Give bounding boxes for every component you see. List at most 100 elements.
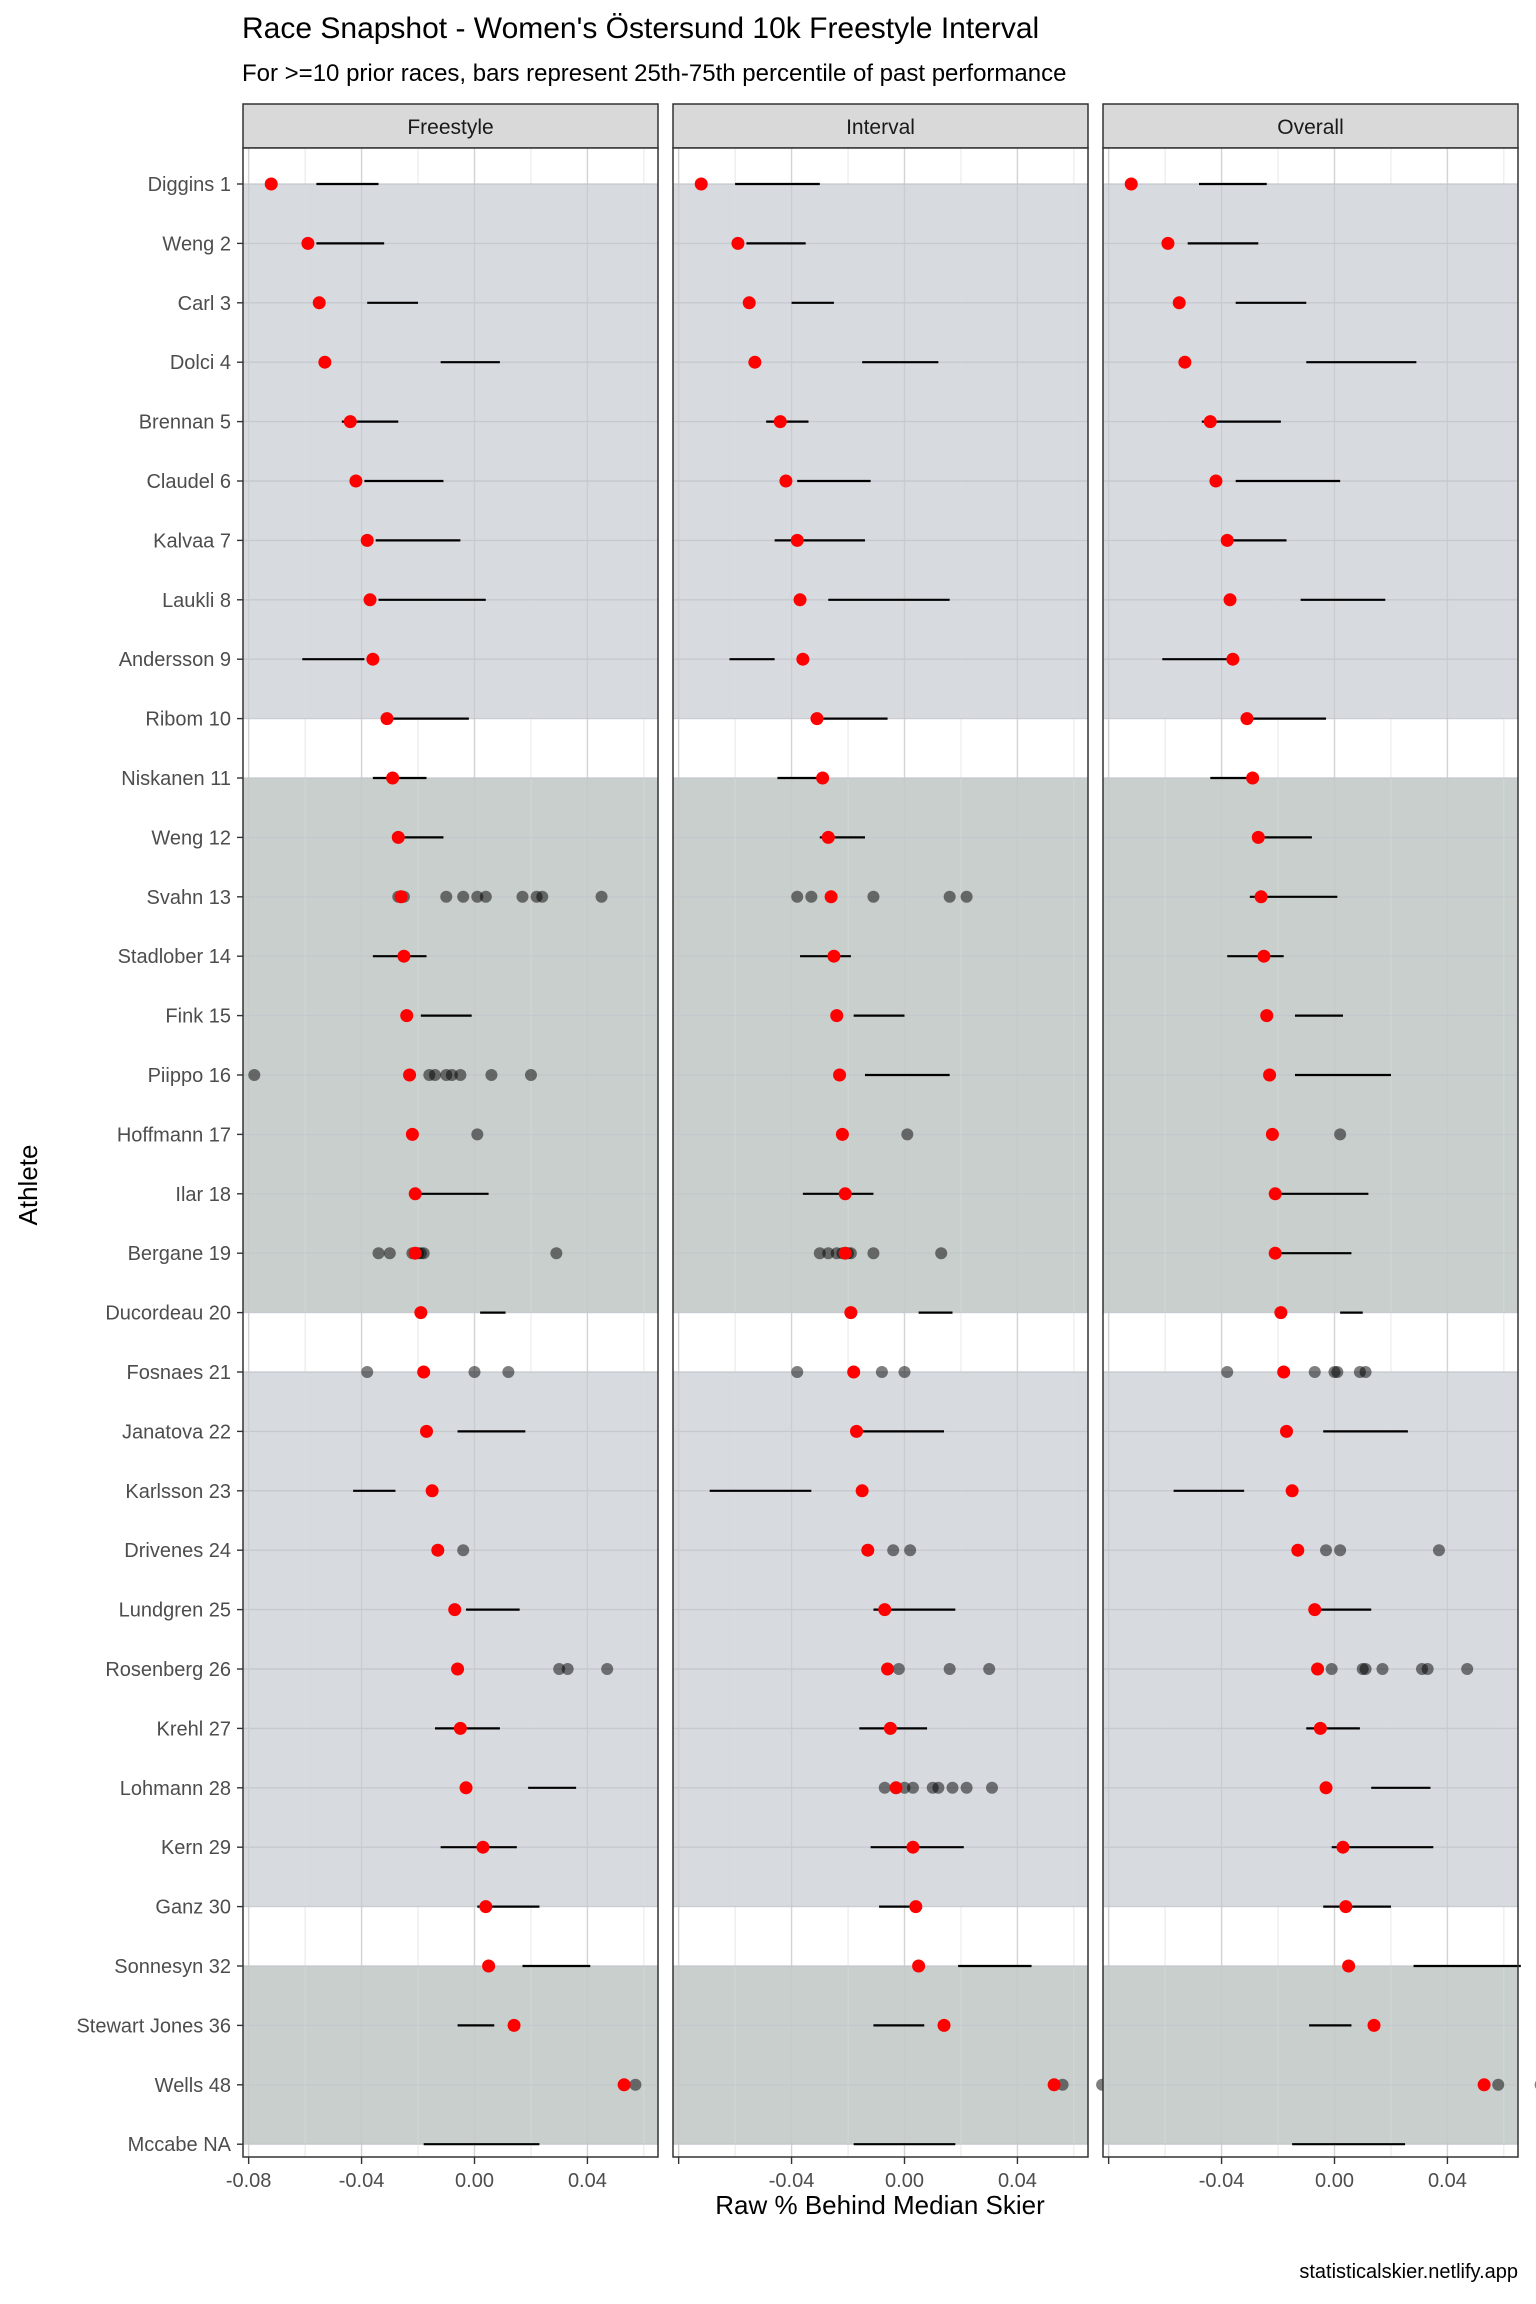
past-race-point	[932, 1781, 945, 1794]
current-race-point	[889, 1781, 903, 1795]
past-race-point	[601, 1663, 614, 1675]
x-tick-label: 0.00	[885, 2170, 924, 2192]
past-race-point	[901, 1128, 914, 1141]
band-grey	[673, 1372, 1088, 1907]
current-race-point	[1260, 1009, 1274, 1023]
current-race-point	[850, 1424, 864, 1438]
past-race-point	[595, 890, 608, 903]
past-race-point	[805, 890, 818, 903]
x-tick-label: 0.04	[998, 2170, 1037, 2192]
past-race-point	[935, 1247, 948, 1260]
past-race-point	[1334, 1544, 1347, 1557]
current-race-point	[1251, 830, 1265, 844]
current-race-point	[318, 355, 332, 369]
current-race-point	[909, 1900, 923, 1914]
past-race-point	[1325, 1663, 1338, 1675]
current-race-point	[264, 177, 278, 191]
x-tick-label: -0.08	[226, 2170, 272, 2192]
current-race-point	[827, 949, 841, 963]
past-race-point	[1432, 1544, 1445, 1557]
current-race-point	[363, 593, 377, 607]
current-race-point	[793, 593, 807, 607]
current-race-point	[360, 533, 374, 547]
band-green	[673, 1966, 1088, 2145]
chart-subtitle: For >=10 prior races, bars represent 25t…	[242, 60, 1066, 87]
current-race-point	[507, 2018, 521, 2032]
current-race-point	[394, 890, 408, 904]
band-grey	[243, 184, 658, 719]
y-tick-label: Kalvaa 7	[153, 530, 231, 552]
strip-label: Interval	[846, 116, 915, 139]
past-race-point	[878, 1781, 891, 1794]
current-race-point	[1246, 771, 1260, 785]
current-race-point	[838, 1246, 852, 1260]
y-tick-label: Stewart Jones 36	[76, 2015, 231, 2037]
band-green	[673, 778, 1088, 1313]
x-tick-label: -0.04	[769, 2170, 815, 2192]
past-race-point	[943, 890, 956, 903]
current-race-point	[1172, 296, 1186, 310]
panels: Freestyle -0.08 -0.04 0.00 0.04 Interval -0.04…	[226, 103, 1536, 2192]
y-tick-label: Carl 3	[178, 293, 231, 315]
band-green	[243, 778, 658, 1313]
current-race-point	[912, 1959, 926, 1973]
current-race-point	[1313, 1721, 1327, 1735]
past-race-point	[892, 1663, 905, 1675]
chart-title: Race Snapshot - Women's Östersund 10k Fr…	[242, 12, 1039, 45]
y-tick-label: Lohmann 28	[120, 1778, 231, 1800]
past-race-point	[550, 1247, 563, 1260]
past-race-point	[454, 1069, 467, 1081]
current-race-point	[420, 1424, 434, 1438]
y-tick-label: Brennan 5	[139, 412, 231, 434]
past-race-point	[986, 1781, 999, 1794]
past-race-point	[1461, 1663, 1474, 1675]
current-race-point	[408, 1187, 422, 1201]
caption: statisticalskier.netlify.app	[1299, 2261, 1518, 2283]
current-race-point	[1203, 415, 1217, 429]
panel-border	[242, 147, 659, 2158]
past-race-point	[867, 890, 880, 903]
past-race-point	[904, 1544, 917, 1557]
current-race-point	[881, 1662, 895, 1676]
current-race-point	[400, 1009, 414, 1023]
current-race-point	[844, 1306, 858, 1320]
y-tick-label: Krehl 27	[157, 1718, 232, 1740]
y-tick-label: Karlsson 23	[125, 1481, 231, 1503]
y-tick-label: Kern 29	[161, 1837, 231, 1859]
current-race-point	[617, 2078, 631, 2092]
past-race-point	[898, 1366, 911, 1378]
current-race-point	[453, 1721, 467, 1735]
current-race-point	[448, 1603, 462, 1617]
current-race-point	[773, 415, 787, 429]
current-race-point	[883, 1721, 897, 1735]
past-race-point	[1221, 1366, 1234, 1378]
current-race-point	[1280, 1424, 1294, 1438]
past-race-point	[791, 890, 804, 903]
strip-overall	[1102, 103, 1519, 149]
current-race-point	[1254, 890, 1268, 904]
past-race-point	[536, 890, 549, 903]
current-race-point	[1274, 1306, 1288, 1320]
y-tick-label: Niskanen 11	[121, 768, 231, 790]
y-tick-label: Svahn 13	[146, 887, 231, 909]
current-race-point	[878, 1603, 892, 1617]
strip-label: Freestyle	[407, 116, 493, 139]
past-race-point	[248, 1069, 261, 1081]
past-race-point	[457, 1544, 470, 1557]
y-tick-label: Sonnesyn 32	[114, 1956, 231, 1978]
y-axis: Diggins 1 Weng 2 Carl 3 Dolci 4 Brennan 5 Cla…	[76, 174, 243, 2156]
current-race-point	[821, 830, 835, 844]
y-tick-label: Diggins 1	[148, 174, 231, 196]
current-race-point	[1268, 1246, 1282, 1260]
y-tick-label: Fosnaes 21	[126, 1362, 231, 1384]
past-race-point	[1308, 1366, 1321, 1378]
past-race-point	[445, 1069, 458, 1081]
strip-interval	[672, 103, 1089, 149]
past-race-point	[428, 1069, 441, 1081]
current-race-point	[1367, 2018, 1381, 2032]
current-race-point	[1342, 1959, 1356, 1973]
past-race-point	[440, 890, 453, 903]
current-race-point	[1265, 1127, 1279, 1141]
past-race-point	[502, 1366, 515, 1378]
